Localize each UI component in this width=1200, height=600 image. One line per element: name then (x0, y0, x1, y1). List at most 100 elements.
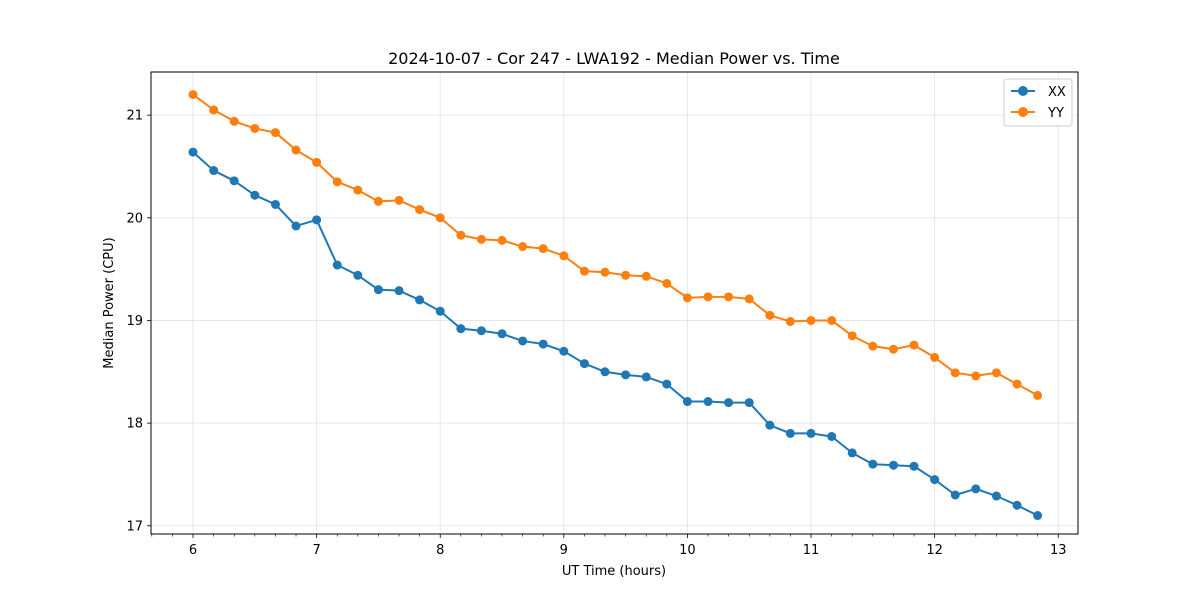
data-point-yy (600, 267, 610, 277)
data-point-xx (394, 286, 404, 296)
data-point-yy (538, 244, 548, 254)
data-point-yy (847, 331, 857, 341)
data-point-xx (476, 326, 486, 336)
data-point-xx (703, 397, 713, 407)
data-point-yy (765, 310, 775, 320)
grid-lines (151, 72, 1078, 534)
y-tick-label: 18 (126, 417, 143, 432)
data-point-xx (332, 260, 342, 270)
data-point-yy (724, 292, 734, 302)
data-point-yy (971, 371, 981, 381)
y-tick-label: 17 (126, 519, 143, 534)
data-point-yy (744, 294, 754, 304)
data-point-xx (991, 491, 1001, 501)
chart-title: 2024-10-07 - Cor 247 - LWA192 - Median P… (388, 49, 840, 68)
data-point-yy (991, 368, 1001, 378)
data-point-xx (930, 475, 940, 485)
data-point-yy (312, 157, 322, 167)
data-point-yy (497, 235, 507, 245)
data-point-yy (662, 278, 672, 288)
data-point-xx (291, 221, 301, 231)
data-point-yy (950, 368, 960, 378)
data-point-xx (456, 324, 466, 334)
data-point-xx (600, 367, 610, 377)
data-point-yy (518, 242, 528, 252)
x-axis-ticks: 6 7 8 9 10 11 12 13 (189, 534, 1067, 558)
series-line-xx (192, 151, 1039, 517)
x-tick-label: 12 (926, 543, 943, 558)
data-point-yy (930, 352, 940, 362)
data-point-xx (312, 215, 322, 225)
data-point-xx (744, 398, 754, 408)
x-minor-ticks (151, 534, 1038, 537)
data-point-xx (621, 370, 631, 380)
data-point-xx (724, 398, 734, 408)
y-tick-label: 20 (126, 211, 143, 226)
data-point-xx (765, 420, 775, 430)
data-point-xx (373, 285, 383, 295)
x-tick-label: 10 (679, 543, 696, 558)
data-point-yy (353, 185, 363, 195)
series-yy (188, 90, 1043, 400)
data-point-yy (785, 316, 795, 326)
legend-marker-yy (1018, 107, 1028, 117)
legend-marker-xx (1018, 86, 1028, 96)
data-point-yy (415, 205, 425, 215)
data-point-yy (456, 230, 466, 240)
data-point-yy (188, 90, 198, 100)
data-point-yy (827, 315, 837, 325)
data-point-yy (270, 128, 280, 138)
data-point-xx (1033, 511, 1043, 521)
data-point-yy (703, 292, 713, 302)
data-point-yy (332, 177, 342, 187)
y-tick-label: 19 (126, 314, 143, 329)
data-point-yy (229, 116, 239, 126)
data-point-yy (250, 123, 260, 133)
data-point-xx (785, 428, 795, 438)
data-point-xx (518, 336, 528, 346)
data-point-xx (538, 339, 548, 349)
data-point-yy (435, 213, 445, 223)
x-tick-label: 9 (560, 543, 568, 558)
data-point-xx (909, 461, 919, 471)
data-point-xx (682, 397, 692, 407)
data-point-xx (435, 306, 445, 316)
data-point-xx (888, 460, 898, 470)
data-point-yy (621, 270, 631, 280)
x-tick-label: 8 (436, 543, 444, 558)
series-xx (188, 147, 1043, 521)
data-point-yy (888, 344, 898, 354)
data-series (188, 90, 1043, 521)
data-point-yy (394, 195, 404, 205)
data-point-yy (806, 315, 816, 325)
data-point-xx (250, 190, 260, 200)
data-point-xx (847, 448, 857, 458)
data-point-yy (579, 266, 589, 276)
data-point-yy (868, 341, 878, 351)
plot-frame (150, 71, 1079, 535)
data-point-xx (497, 329, 507, 339)
data-point-xx (806, 428, 816, 438)
data-point-xx (209, 166, 219, 176)
data-point-yy (1033, 390, 1043, 400)
data-point-xx (188, 147, 198, 157)
data-point-xx (950, 490, 960, 500)
data-point-xx (868, 459, 878, 469)
legend-label-xx: XX (1048, 85, 1066, 100)
data-point-xx (827, 431, 837, 441)
data-point-xx (641, 372, 651, 382)
data-point-yy (559, 251, 569, 261)
data-point-xx (971, 484, 981, 494)
data-point-xx (579, 359, 589, 369)
data-point-yy (682, 293, 692, 303)
data-point-xx (662, 379, 672, 389)
y-tick-label: 21 (126, 109, 143, 124)
data-point-yy (373, 196, 383, 206)
series-line-yy (192, 93, 1039, 397)
data-point-yy (476, 234, 486, 244)
x-tick-label: 6 (189, 543, 197, 558)
data-point-xx (1012, 500, 1022, 510)
data-point-xx (353, 270, 363, 280)
x-tick-label: 13 (1050, 543, 1067, 558)
